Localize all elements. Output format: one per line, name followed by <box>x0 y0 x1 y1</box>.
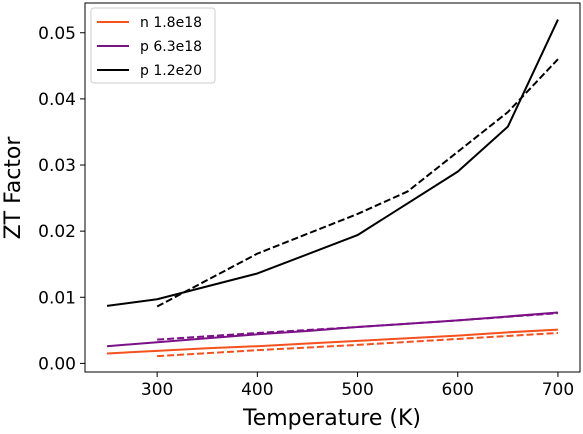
x-axis: 300 400 500 600 700 <box>141 372 574 400</box>
series-line-4-solid <box>106 19 559 307</box>
y-tick-label-0: 0.00 <box>38 354 76 374</box>
legend-frame <box>90 7 216 84</box>
x-tick-label-500: 500 <box>341 380 373 400</box>
y-tick-label-1: 0.01 <box>38 288 76 308</box>
x-tick-label-600: 600 <box>442 380 474 400</box>
plot-frame <box>84 2 581 373</box>
series-line-1-dashed <box>157 331 559 358</box>
legend-label-1: p 6.3e18 <box>140 39 202 55</box>
legend-label-0: n 1.8e18 <box>140 15 202 31</box>
y-tick-label-2: 0.02 <box>38 222 76 242</box>
x-tick-label-700: 700 <box>542 380 574 400</box>
x-tick-label-300: 300 <box>141 380 173 400</box>
y-tick-label-5: 0.05 <box>38 24 76 44</box>
series-line-3-dashed <box>157 312 559 341</box>
legend: n 1.8e18 p 6.3e18 p 1.2e20 <box>90 7 216 84</box>
y-axis-label: ZT Factor <box>1 136 26 240</box>
y-axis: 0.00 0.01 0.02 0.03 0.04 0.05 <box>38 24 85 374</box>
x-axis-label: Temperature (K) <box>242 406 421 430</box>
legend-label-2: p 1.2e20 <box>140 63 202 79</box>
series-line-5-dashed <box>156 58 559 308</box>
series-line-0-solid <box>106 328 559 355</box>
series-layer <box>106 19 559 358</box>
x-tick-label-400: 400 <box>241 380 273 400</box>
y-tick-label-3: 0.03 <box>38 156 76 176</box>
y-tick-label-4: 0.04 <box>38 90 76 110</box>
